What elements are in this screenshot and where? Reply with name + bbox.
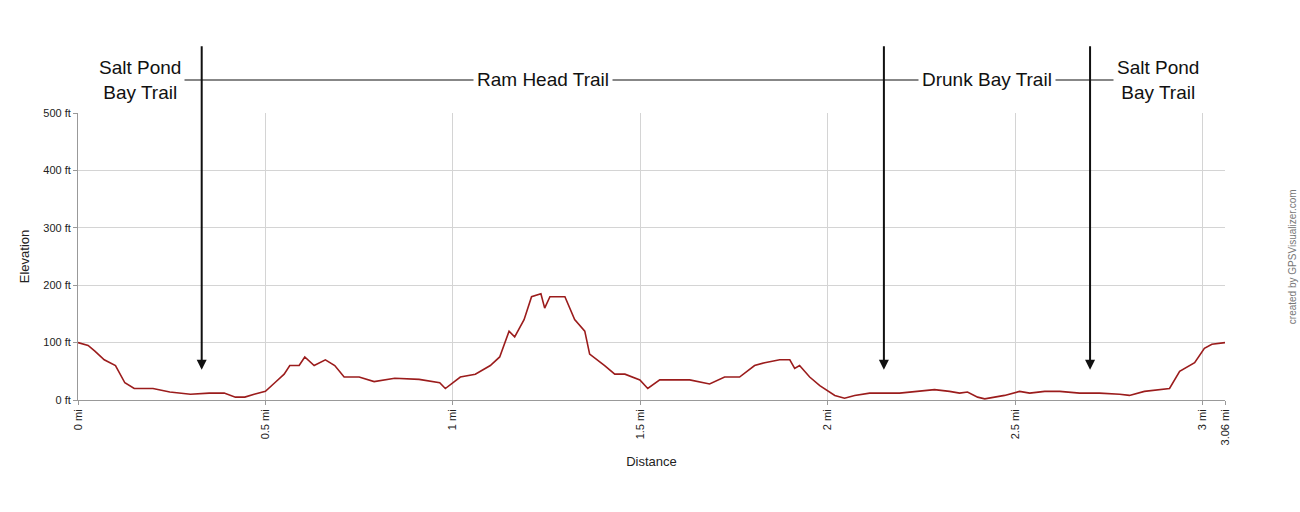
svg-text:100 ft: 100 ft xyxy=(43,336,71,348)
svg-text:2.5 mi: 2.5 mi xyxy=(1009,409,1021,439)
svg-text:3 mi: 3 mi xyxy=(1196,409,1208,430)
svg-text:200 ft: 200 ft xyxy=(43,279,71,291)
svg-text:Distance: Distance xyxy=(626,454,677,469)
svg-text:Drunk Bay Trail: Drunk Bay Trail xyxy=(922,69,1052,90)
svg-text:3.06 mi: 3.06 mi xyxy=(1219,409,1231,445)
svg-text:0 ft: 0 ft xyxy=(56,394,71,406)
svg-text:300 ft: 300 ft xyxy=(43,222,71,234)
svg-text:400 ft: 400 ft xyxy=(43,164,71,176)
svg-text:1 mi: 1 mi xyxy=(446,409,458,430)
svg-text:0.5 mi: 0.5 mi xyxy=(259,409,271,439)
svg-text:Salt PondBay Trail: Salt PondBay Trail xyxy=(1117,57,1199,103)
svg-text:0 mi: 0 mi xyxy=(72,409,84,430)
svg-text:Salt PondBay Trail: Salt PondBay Trail xyxy=(99,57,181,103)
svg-text:2 mi: 2 mi xyxy=(821,409,833,430)
svg-text:Ram Head Trail: Ram Head Trail xyxy=(477,69,609,90)
svg-text:500 ft: 500 ft xyxy=(43,107,71,119)
svg-text:Elevation: Elevation xyxy=(17,230,32,283)
svg-text:created by GPSVisualizer.com: created by GPSVisualizer.com xyxy=(1287,189,1298,324)
svg-text:1.5 mi: 1.5 mi xyxy=(634,409,646,439)
